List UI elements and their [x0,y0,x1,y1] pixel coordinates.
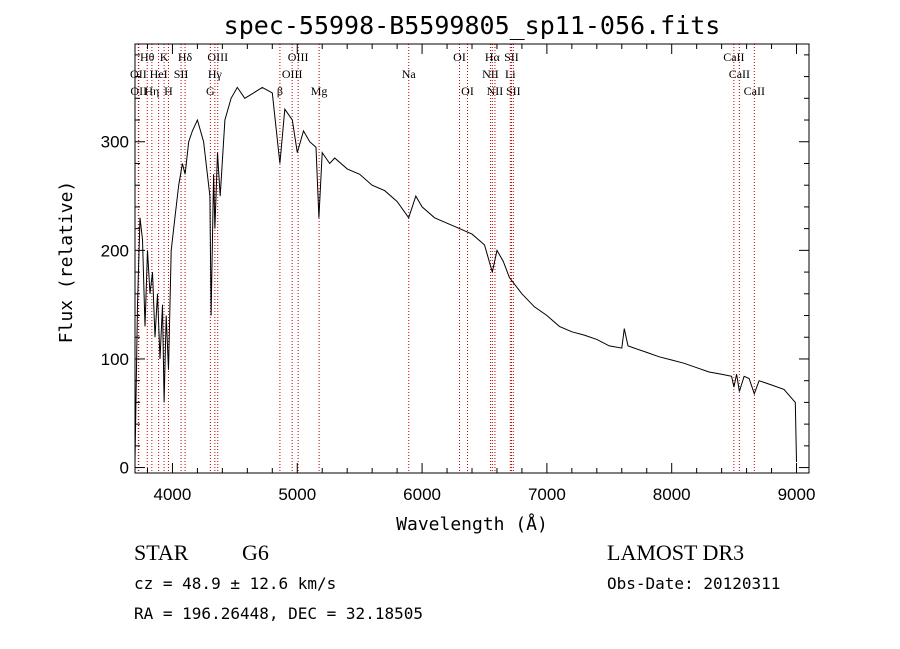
object-class: STAR [134,540,189,565]
emission-line-label: Hθ [140,50,155,64]
emission-line-label: OI [461,84,474,98]
emission-line-label: Na [402,67,417,81]
y-axis-label: Flux (relative) [56,181,77,344]
x-tick-label: 4000 [154,485,192,504]
chart-title: spec-55998-B5599805_sp11-056.fits [224,11,721,40]
x-axis-ticks: 4000 5000 6000 7000 8000 9000 [146,44,816,504]
emission-line-label: Hα [485,50,501,64]
emission-line-label: Li [505,67,516,81]
redshift-velocity: cz = 48.9 ± 12.6 km/s [134,574,336,593]
emission-line-label: OIII [288,50,309,64]
x-tick-label: 9000 [778,485,816,504]
x-tick-label: 8000 [653,485,691,504]
emission-line-label: HeI [150,67,168,81]
emission-line-label: OI [453,50,466,64]
emission-line-label: β [277,84,283,98]
emission-line-label: OIII [207,50,228,64]
emission-line-label: CaII [729,67,750,81]
emission-line-label: Mg [311,84,328,98]
y-tick-label: 200 [101,241,129,260]
y-axis-ticks: 0 100 200 300 [101,54,809,478]
emission-line-label: G [206,84,215,98]
object-subclass: G6 [242,540,269,565]
emission-line-label: SII [174,67,189,81]
emission-line-label: H [164,84,173,98]
y-tick-label: 300 [101,133,129,152]
emission-line-label: OIII [282,67,303,81]
emission-line-label: OII [130,67,147,81]
emission-line-label: K [160,50,169,64]
y-tick-label: 100 [101,350,129,369]
x-axis-label: Wavelength (Å) [396,513,548,535]
x-tick-label: 5000 [278,485,316,504]
ra-dec-coordinates: RA = 196.26448, DEC = 32.18505 [134,604,423,623]
y-tick-label: 0 [120,459,129,478]
x-tick-label: 7000 [528,485,566,504]
survey-name: LAMOST DR3 [607,540,744,565]
emission-line-label: NII [487,84,504,98]
emission-line-markers [137,44,755,473]
emission-line-label: NII [482,67,499,81]
emission-line-label: SII [506,84,521,98]
emission-line-label: Hη [144,84,159,98]
x-tick-label: 6000 [403,485,441,504]
emission-line-label: Hδ [178,50,193,64]
emission-line-label: SII [504,50,519,64]
observation-date: Obs-Date: 20120311 [607,574,780,593]
emission-line-label: Hγ [208,67,223,81]
emission-line-label: CaII [744,84,765,98]
emission-line-label: CaII [723,50,744,64]
spectrum-series-line [134,86,797,463]
plot-frame [134,43,810,474]
